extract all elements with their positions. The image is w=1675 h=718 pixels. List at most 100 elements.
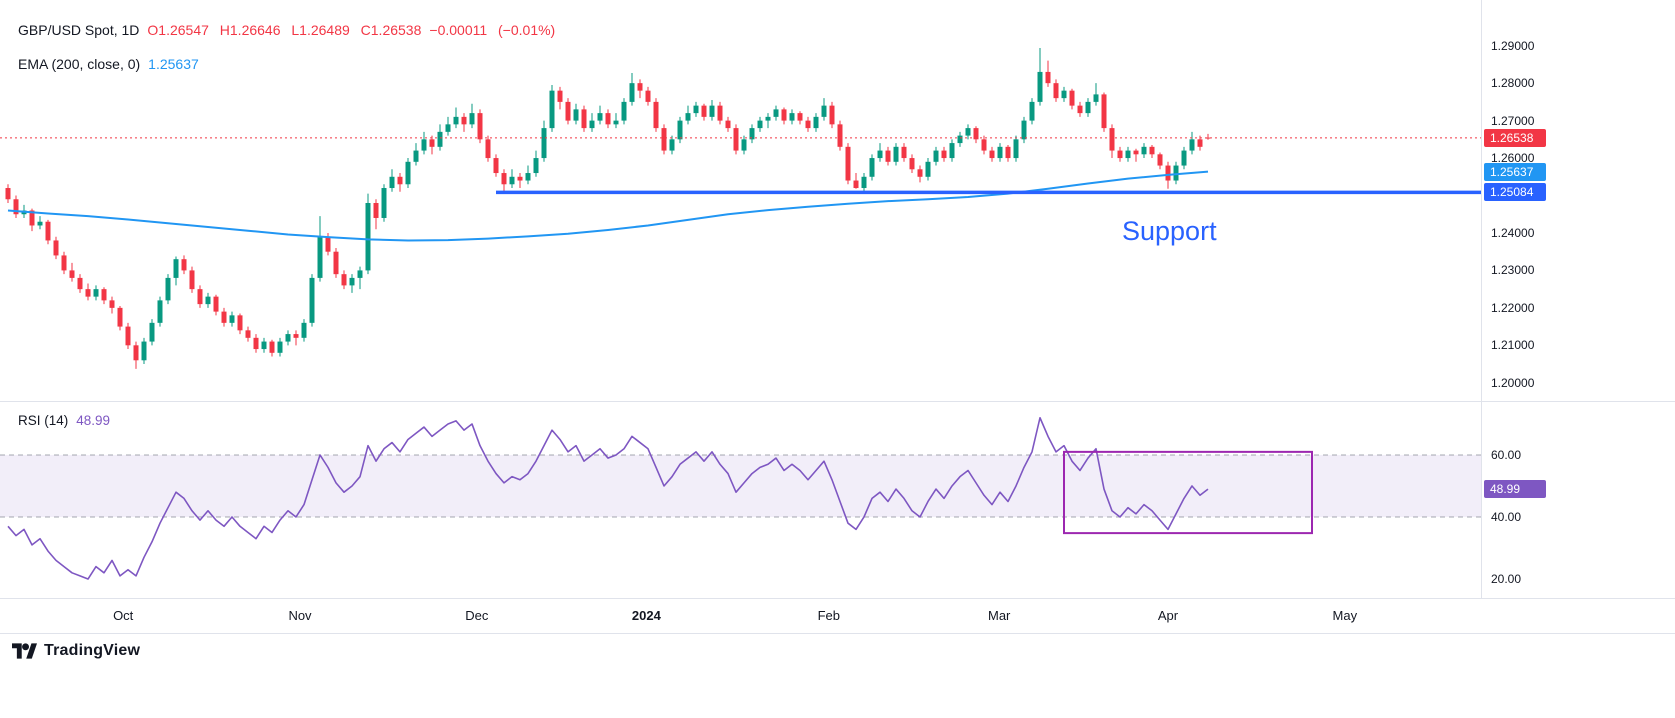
candle-body	[1125, 150, 1131, 159]
support-annotation-label[interactable]: Support	[1122, 216, 1217, 246]
candle-body	[237, 315, 243, 331]
ema-legend-label[interactable]: EMA (200, close, 0)	[18, 56, 141, 72]
price-tick-label: 1.20000	[1491, 375, 1535, 390]
candle-body	[1197, 139, 1203, 147]
brand-name[interactable]: TradingView	[44, 642, 141, 659]
candle-body	[909, 158, 915, 170]
candle-body	[653, 101, 659, 129]
candle-body	[549, 90, 555, 129]
candle-body	[821, 105, 827, 117]
candle-body	[141, 341, 147, 361]
candle-body	[245, 330, 251, 338]
candle-body	[725, 120, 731, 129]
candle-body	[125, 326, 131, 346]
candle-body	[973, 128, 979, 140]
candle-body	[501, 173, 507, 185]
candle-body	[677, 120, 683, 140]
candle-body	[949, 143, 955, 159]
candle-body	[893, 146, 899, 162]
candle-body	[1157, 154, 1163, 166]
candle-body	[453, 116, 459, 125]
candle-body	[309, 277, 315, 323]
candle-body	[69, 270, 75, 278]
candle-body	[581, 109, 587, 129]
candle-body	[445, 124, 451, 132]
last-price-badge: 1.26538	[1484, 128, 1546, 147]
candle-body	[221, 311, 227, 323]
candle-body	[461, 116, 467, 125]
candle-body	[1133, 150, 1139, 155]
candle-body	[1037, 71, 1043, 102]
candle-body	[773, 109, 779, 117]
candle-body	[1053, 83, 1059, 99]
candle-body	[797, 113, 803, 121]
pane-separator[interactable]	[0, 401, 1675, 402]
candle-body	[93, 289, 99, 297]
candle-body	[101, 289, 107, 301]
candle-body	[789, 113, 795, 121]
candle-body	[173, 259, 179, 278]
candle-body	[1013, 139, 1019, 159]
ema-legend-row: EMA (200, close, 0) 1.25637	[18, 56, 555, 74]
candle-body	[109, 300, 115, 308]
candle-body	[757, 120, 763, 129]
candle-body	[525, 173, 531, 181]
candle-body	[629, 83, 635, 102]
candle-body	[1165, 165, 1171, 181]
candle-body	[645, 90, 651, 102]
candle-body	[709, 105, 715, 117]
candle-body	[5, 188, 11, 200]
candle-body	[1045, 71, 1051, 84]
time-tick-may: May	[1332, 608, 1358, 623]
price-tick-label: 1.23000	[1491, 263, 1535, 278]
candle-body	[621, 101, 627, 121]
main-pane-legend: GBP/USD Spot, 1D O1.26547 H1.26646 L1.264…	[18, 22, 555, 90]
candle-body	[269, 341, 275, 353]
candle-body	[85, 289, 91, 297]
candle-body	[1181, 150, 1187, 166]
candle-body	[1061, 90, 1067, 99]
symbol-title[interactable]: GBP/USD Spot, 1D	[18, 22, 140, 38]
candle-body	[925, 161, 931, 177]
candle-body	[997, 146, 1003, 159]
candle-body	[869, 158, 875, 177]
rsi-line[interactable]	[7, 416, 1209, 580]
candle-body	[285, 334, 291, 342]
candle-body	[941, 150, 947, 159]
chart-canvas[interactable]	[0, 0, 1481, 598]
candle-body	[749, 128, 755, 140]
rsi-legend-label[interactable]: RSI (14)	[18, 413, 69, 428]
candle-body	[1109, 128, 1115, 151]
symbol-legend-row: GBP/USD Spot, 1D O1.26547 H1.26646 L1.264…	[18, 22, 555, 40]
candle-body	[181, 259, 187, 271]
candle-body	[229, 315, 235, 323]
rsi-value-badge: 48.99	[1484, 480, 1546, 499]
price-axis[interactable]: 1.29000 1.28000 1.27000 1.26000 1.24000 1.230…	[1481, 0, 1675, 598]
candle-body	[1093, 94, 1099, 102]
candle-body	[365, 203, 371, 271]
candle-body	[157, 300, 163, 323]
candle-body	[325, 236, 331, 252]
candle-body	[317, 236, 323, 278]
candle-body	[1077, 105, 1083, 114]
candle-body	[829, 105, 835, 125]
candle-body	[277, 341, 283, 353]
candle-body	[765, 116, 771, 121]
candle-body	[781, 109, 787, 121]
ema-line[interactable]	[7, 170, 1209, 242]
candle-body	[1149, 146, 1155, 155]
candle-body	[253, 337, 259, 350]
candle-body	[301, 322, 307, 338]
tradingview-logo[interactable]	[12, 643, 37, 659]
rsi-legend-value: 48.99	[76, 413, 111, 428]
price-tick-label: 1.27000	[1491, 113, 1535, 128]
candle-body	[597, 113, 603, 121]
rsi-highlight-box[interactable]	[1063, 450, 1313, 535]
candle-body	[589, 120, 595, 129]
time-axis[interactable]: Oct Nov Dec 2024 Feb Mar Apr May	[0, 598, 1675, 633]
candle-body	[637, 83, 643, 91]
candle-body	[45, 221, 51, 241]
candle-body	[261, 341, 267, 350]
candle-body	[205, 296, 211, 305]
candle-body	[397, 176, 403, 185]
